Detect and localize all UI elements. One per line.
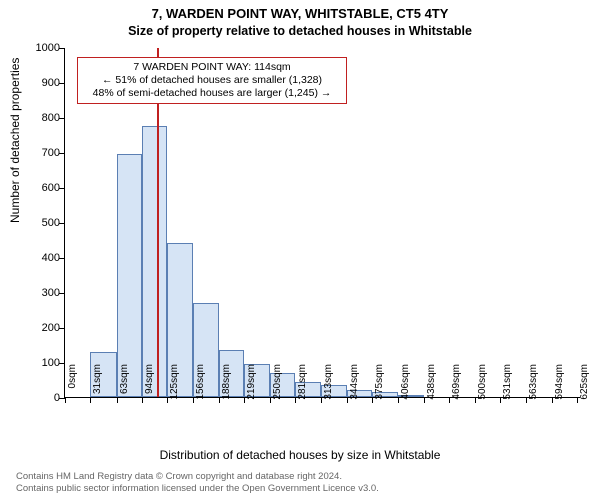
xtick-label: 500sqm: [477, 364, 488, 404]
xtick-label: 31sqm: [92, 364, 103, 404]
xtick-mark: [193, 397, 194, 403]
ytick-label: 0: [10, 392, 60, 404]
xtick-label: 344sqm: [349, 364, 360, 404]
xtick-mark: [526, 397, 527, 403]
xtick-mark: [500, 397, 501, 403]
xtick-label: 438sqm: [426, 364, 437, 404]
xtick-mark: [65, 397, 66, 403]
ytick-label: 500: [10, 217, 60, 229]
xtick-mark: [270, 397, 271, 403]
chart-title-1: 7, WARDEN POINT WAY, WHITSTABLE, CT5 4TY: [0, 6, 600, 21]
ytick-label: 100: [10, 357, 60, 369]
annotation-line: 7 WARDEN POINT WAY: 114sqm: [84, 61, 340, 74]
xtick-mark: [142, 397, 143, 403]
xtick-label: 156sqm: [195, 364, 206, 404]
xtick-label: 375sqm: [374, 364, 385, 404]
xtick-label: 125sqm: [169, 364, 180, 404]
chart-container: 7, WARDEN POINT WAY, WHITSTABLE, CT5 4TY…: [0, 0, 600, 500]
xtick-label: 469sqm: [451, 364, 462, 404]
xtick-label: 94sqm: [144, 364, 155, 404]
xtick-mark: [424, 397, 425, 403]
ytick-label: 700: [10, 147, 60, 159]
footer-line-1: Contains HM Land Registry data © Crown c…: [16, 471, 379, 482]
x-axis-label: Distribution of detached houses by size …: [0, 448, 600, 462]
xtick-label: 250sqm: [272, 364, 283, 404]
ytick-label: 800: [10, 112, 60, 124]
xtick-mark: [219, 397, 220, 403]
histogram-bar: [117, 154, 142, 397]
histogram-bar: [142, 126, 167, 397]
xtick-mark: [577, 397, 578, 403]
footer-line-2: Contains public sector information licen…: [16, 483, 379, 494]
xtick-label: 625sqm: [579, 364, 590, 404]
xtick-label: 219sqm: [246, 364, 257, 404]
xtick-mark: [449, 397, 450, 403]
xtick-label: 281sqm: [297, 364, 308, 404]
xtick-label: 313sqm: [323, 364, 334, 404]
ytick-label: 900: [10, 77, 60, 89]
ytick-label: 600: [10, 182, 60, 194]
xtick-mark: [552, 397, 553, 403]
xtick-mark: [372, 397, 373, 403]
ytick-label: 200: [10, 322, 60, 334]
ytick-label: 300: [10, 287, 60, 299]
xtick-label: 63sqm: [119, 364, 130, 404]
xtick-mark: [295, 397, 296, 403]
xtick-label: 531sqm: [502, 364, 513, 404]
xtick-mark: [347, 397, 348, 403]
xtick-label: 406sqm: [400, 364, 411, 404]
footer-attribution: Contains HM Land Registry data © Crown c…: [16, 471, 379, 494]
xtick-mark: [475, 397, 476, 403]
xtick-label: 188sqm: [221, 364, 232, 404]
xtick-mark: [398, 397, 399, 403]
chart-title-2: Size of property relative to detached ho…: [0, 24, 600, 38]
annotation-line: 48% of semi-detached houses are larger (…: [84, 87, 340, 100]
xtick-mark: [117, 397, 118, 403]
ytick-label: 400: [10, 252, 60, 264]
annotation-line: ← 51% of detached houses are smaller (1,…: [84, 74, 340, 87]
xtick-label: 0sqm: [67, 364, 78, 404]
xtick-label: 594sqm: [554, 364, 565, 404]
ytick-label: 1000: [10, 42, 60, 54]
annotation-box: 7 WARDEN POINT WAY: 114sqm← 51% of detac…: [77, 57, 347, 104]
xtick-label: 563sqm: [528, 364, 539, 404]
